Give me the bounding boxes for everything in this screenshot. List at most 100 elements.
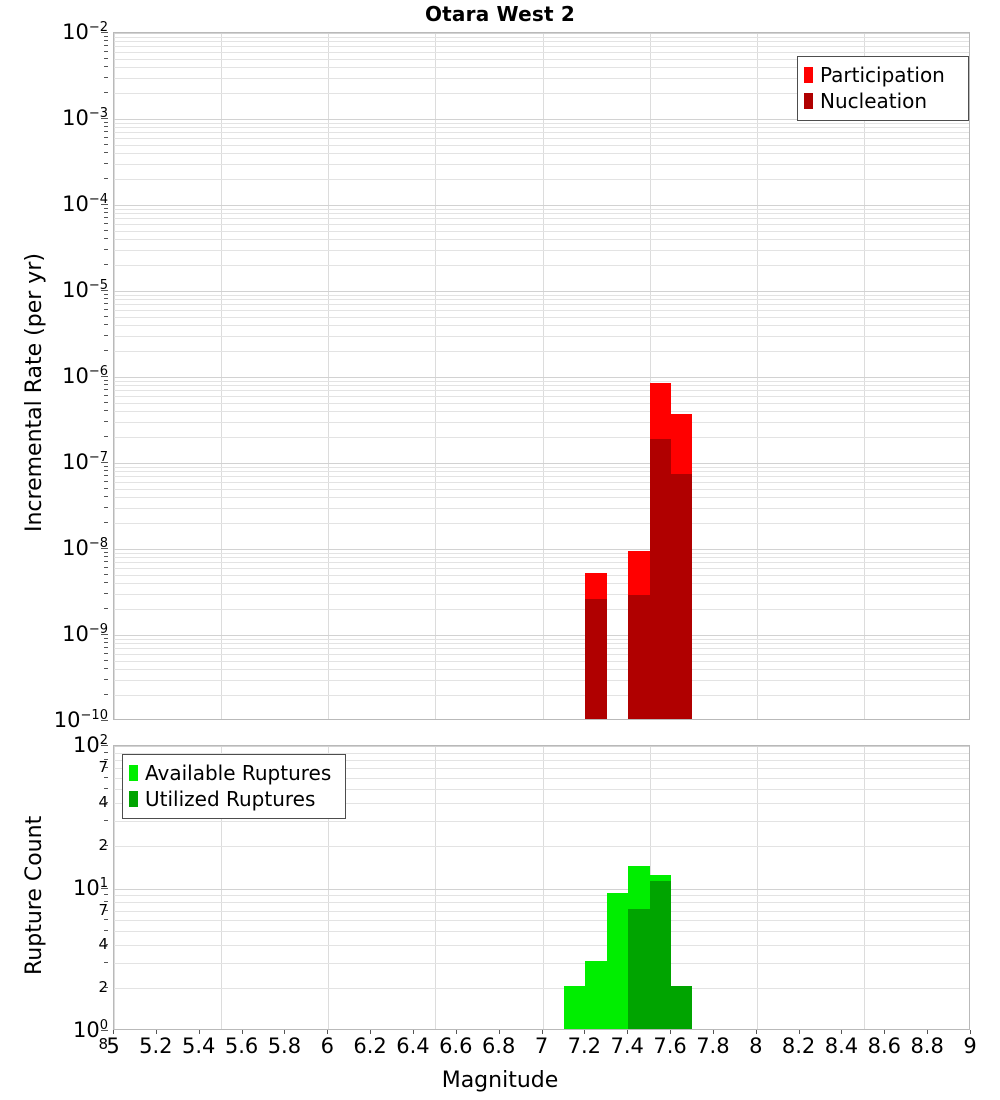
gridline-horizontal	[114, 988, 969, 990]
top-y-tick-mark	[104, 487, 108, 489]
x-tick-mark	[884, 1030, 886, 1034]
x-tick-label: 6.6	[439, 1034, 473, 1058]
x-tick-label: 6.8	[481, 1034, 516, 1058]
nucleation-segment	[585, 598, 607, 719]
x-tick-label: 7	[534, 1034, 549, 1058]
gridline-horizontal	[114, 466, 969, 468]
x-tick-mark	[670, 1030, 672, 1034]
gridline-horizontal	[114, 249, 969, 251]
top-y-tick-mark	[101, 462, 108, 463]
bottom-bar	[521, 746, 542, 1029]
gridline-horizontal	[114, 325, 969, 327]
gridline-horizontal	[114, 93, 969, 95]
gridline-horizontal	[114, 411, 969, 413]
legend-item[interactable]: Nucleation	[804, 88, 960, 114]
top-y-tick-mark	[104, 637, 108, 639]
top-y-tick-mark	[104, 143, 108, 145]
bottom-y-minor-label: 2	[98, 835, 108, 854]
bottom-y-tick-mark	[104, 819, 108, 821]
top-y-tick-mark	[104, 436, 108, 438]
gridline-vertical	[221, 746, 223, 1029]
legend-item[interactable]: Participation	[804, 62, 960, 88]
legend-item[interactable]: Available Ruptures	[129, 760, 337, 786]
gridline-horizontal	[114, 695, 969, 697]
top-y-tick-mark	[101, 548, 108, 549]
gridline-horizontal	[114, 507, 969, 509]
top-y-tick-mark	[104, 384, 108, 386]
top-y-tick-mark	[104, 481, 108, 483]
top-gridlines	[114, 33, 969, 719]
bottom-y-minor-label: 4	[98, 792, 108, 811]
gridline-horizontal	[114, 299, 969, 301]
available-ruptures-segment	[606, 893, 629, 1029]
gridline-horizontal	[114, 488, 969, 490]
bottom-bar	[563, 746, 586, 1029]
gridline-horizontal	[114, 945, 969, 947]
bottom-y-tick-mark	[104, 767, 108, 769]
top-y-axis: 10−2 10−3 10−4 10−5 10−6 10−7 10−8 10−9 10−10	[0, 20, 108, 732]
gridline-horizontal	[114, 593, 969, 595]
gridline-vertical	[542, 746, 544, 1029]
gridline-horizontal	[114, 643, 969, 645]
top-y-tick-mark	[104, 496, 108, 498]
top-y-tick-mark	[104, 653, 108, 655]
gridline-horizontal	[114, 33, 969, 34]
top-y-tick-mark	[104, 582, 108, 584]
top-y-tick-label: 10−9	[62, 622, 108, 646]
x-tick-label: 5.2	[139, 1034, 173, 1058]
bottom-y-tick-mark	[104, 776, 108, 778]
gridline-horizontal	[114, 654, 969, 656]
legend-swatch-icon	[804, 93, 813, 109]
gridline-horizontal	[114, 635, 969, 636]
gridline-horizontal	[114, 802, 969, 804]
top-y-tick-mark	[104, 379, 108, 381]
top-y-tick-mark	[104, 51, 108, 53]
gridline-vertical	[863, 33, 865, 719]
top-y-tick-mark	[104, 659, 108, 661]
x-tick-label: 8.4	[824, 1034, 859, 1058]
gridline-horizontal	[114, 482, 969, 484]
gridline-horizontal	[114, 609, 969, 611]
top-y-tick-mark	[104, 556, 108, 558]
gridline-horizontal	[114, 41, 969, 43]
legend-swatch-icon	[129, 791, 138, 807]
gridline-vertical	[756, 33, 758, 719]
top-y-tick-mark	[104, 293, 108, 295]
legend-item[interactable]: Utilized Ruptures	[129, 786, 337, 812]
x-tick-mark	[455, 1030, 457, 1034]
gridline-horizontal	[114, 132, 969, 134]
bottom-bar	[628, 746, 650, 1029]
top-bar	[671, 33, 693, 719]
gridline-horizontal	[114, 239, 969, 241]
gridline-horizontal	[114, 385, 969, 387]
gridline-horizontal	[114, 153, 969, 155]
gridline-horizontal	[114, 294, 969, 296]
gridline-horizontal	[114, 562, 969, 564]
gridline-horizontal	[114, 390, 969, 392]
gridline-horizontal	[114, 471, 969, 473]
top-y-tick-mark	[104, 238, 108, 240]
top-y-tick-mark	[101, 118, 108, 119]
figure-title: Otara West 2	[424, 2, 576, 26]
gridline-horizontal	[114, 557, 969, 559]
bottom-legend: Available Ruptures Utilized Ruptures	[122, 754, 346, 819]
gridline-horizontal	[114, 752, 969, 754]
gridline-horizontal	[114, 759, 969, 761]
bottom-bar-series	[114, 746, 969, 1029]
bottom-y-tick-mark	[104, 962, 108, 963]
top-y-tick-mark	[104, 395, 108, 397]
gridline-horizontal	[114, 679, 969, 681]
gridline-horizontal	[114, 549, 969, 550]
top-y-tick-mark	[101, 720, 108, 721]
gridline-horizontal	[114, 77, 969, 79]
bottom-y-minor-label: 7	[98, 900, 108, 919]
top-bar-series	[114, 33, 969, 719]
gridline-horizontal	[114, 552, 969, 554]
x-tick-mark	[584, 1030, 586, 1034]
gridline-horizontal	[114, 963, 969, 964]
top-y-tick-label: 10−4	[62, 192, 108, 216]
gridline-horizontal	[114, 316, 969, 318]
x-tick-label: 6	[320, 1034, 334, 1058]
top-y-tick-mark	[104, 506, 108, 508]
